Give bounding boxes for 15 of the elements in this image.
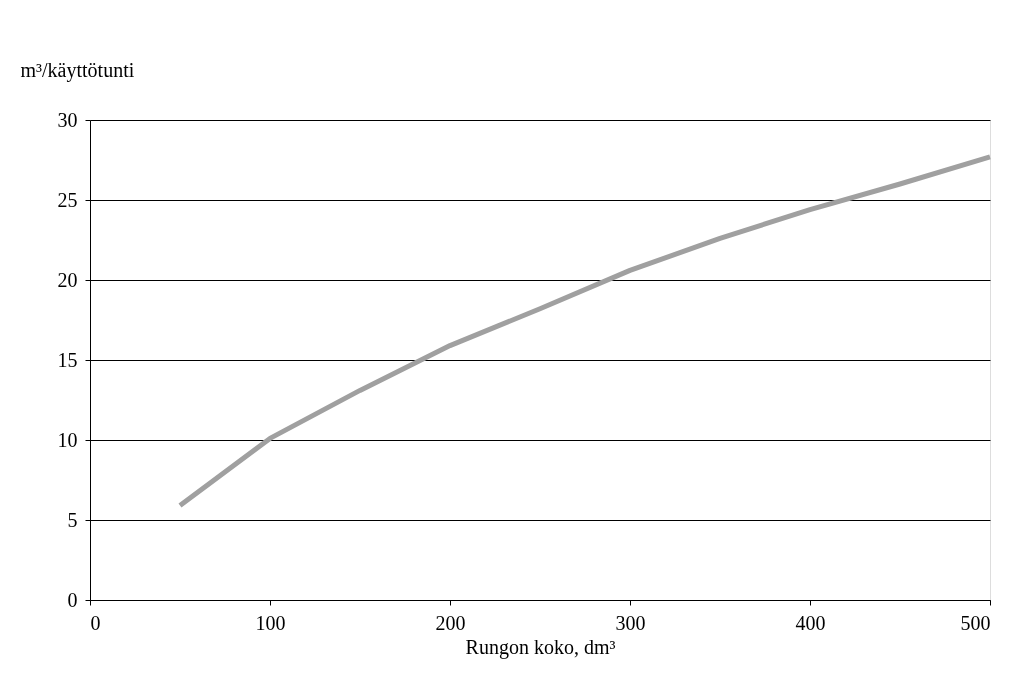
y-tick-label: 20 <box>57 268 78 291</box>
y-tick-label: 10 <box>57 428 78 451</box>
x-tick-label: 400 <box>795 611 826 634</box>
y-tick-label: 0 <box>67 588 78 611</box>
y-axis-title: m³/käyttötunti <box>20 58 135 82</box>
x-tick-label: 0 <box>90 611 101 634</box>
y-tick-label: 15 <box>57 348 78 371</box>
x-tick-label: 300 <box>615 611 646 634</box>
y-tick-label: 30 <box>57 108 78 131</box>
x-axis-title: Rungon koko, dm³ <box>465 635 616 659</box>
x-tick-label: 100 <box>255 611 286 634</box>
x-tick-label: 500 <box>960 611 991 634</box>
y-tick-label: 5 <box>67 508 78 531</box>
y-tick-label: 25 <box>57 188 78 211</box>
x-tick-label: 200 <box>435 611 466 634</box>
